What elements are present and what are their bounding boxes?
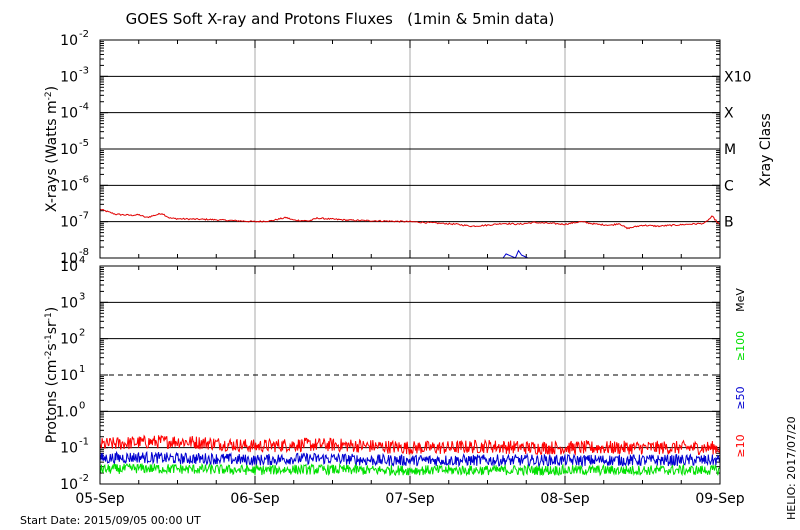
chart-title: GOES Soft X-ray and Protons Fluxes (1min… bbox=[126, 10, 555, 28]
y-axis-label: X-rays (Watts m-2) bbox=[44, 86, 60, 212]
x-tick-label: 07-Sep bbox=[385, 491, 434, 507]
y-tick-exponent: 2 bbox=[79, 328, 85, 339]
y-tick-label: 10 bbox=[60, 215, 78, 231]
y-tick-exponent: -2 bbox=[79, 29, 89, 40]
xray-class-label: B bbox=[724, 215, 734, 231]
legend-series-2: ≥100 bbox=[734, 331, 747, 361]
xray-short-series bbox=[502, 249, 529, 259]
y-tick-exponent: -6 bbox=[79, 174, 89, 185]
xray-long-series bbox=[99, 208, 721, 230]
xray-class-label: M bbox=[724, 142, 736, 158]
y-tick-exponent: -2 bbox=[79, 473, 89, 484]
xray-class-label: X10 bbox=[724, 69, 751, 85]
start-date-label: Start Date: 2015/09/05 00:00 UT bbox=[20, 514, 201, 527]
y-tick-exponent: 3 bbox=[79, 291, 85, 302]
y-tick-exponent: -1 bbox=[79, 437, 89, 448]
plot-frame bbox=[99, 265, 721, 485]
y-axis-label: Protons (cm-2s-1sr-1) bbox=[44, 307, 60, 443]
y-tick-label: 10 bbox=[60, 178, 78, 194]
y-tick-label: 10 bbox=[60, 477, 78, 493]
y-tick-label: 10 bbox=[60, 259, 78, 275]
xray-class-label: X bbox=[724, 106, 734, 122]
y-tick-exponent: 1 bbox=[79, 364, 85, 375]
x-tick-label: 05-Sep bbox=[75, 491, 124, 507]
xray-panel: 10-210-310-410-510-610-710 -8X-rays (Watt… bbox=[44, 29, 774, 267]
y-tick-label: 10 bbox=[60, 295, 78, 311]
y-tick-exponent: -7 bbox=[79, 211, 89, 222]
proton-series-2 bbox=[99, 462, 721, 477]
xray-class-axis-label: Xray Class bbox=[758, 113, 774, 187]
plot-frame bbox=[99, 39, 721, 259]
legend-series-0: ≥10 bbox=[734, 434, 747, 457]
y-tick-label: 10 bbox=[60, 106, 78, 122]
y-tick-exponent: 0 bbox=[79, 400, 85, 411]
proton-series-0 bbox=[99, 434, 721, 456]
legend-series-1: ≥50 bbox=[734, 386, 747, 409]
credit-label: HELIO: 2017/07/20 bbox=[785, 416, 798, 520]
proton-series-1 bbox=[99, 450, 721, 468]
y-tick-label: 10 bbox=[60, 33, 78, 49]
y-tick-exponent: -8 bbox=[79, 247, 89, 258]
y-tick-label: 1.0 bbox=[56, 404, 78, 420]
y-tick-exponent: 4 bbox=[79, 255, 85, 266]
xray-class-label: C bbox=[724, 178, 734, 194]
y-tick-label: 10 bbox=[60, 142, 78, 158]
x-tick-label: 09-Sep bbox=[695, 491, 744, 507]
energy-unit-label: MeV bbox=[734, 288, 747, 312]
y-tick-exponent: -4 bbox=[79, 102, 89, 113]
y-tick-label: 10 bbox=[60, 251, 78, 267]
x-tick-label: 08-Sep bbox=[540, 491, 589, 507]
y-tick-label: 10 bbox=[60, 69, 78, 85]
x-tick-label: 06-Sep bbox=[230, 491, 279, 507]
y-tick-label: 10 bbox=[60, 332, 78, 348]
y-tick-exponent: -3 bbox=[79, 65, 89, 76]
y-tick-exponent: -5 bbox=[79, 138, 89, 149]
y-tick-label: 10 bbox=[60, 441, 78, 457]
y-tick-label: 10 bbox=[60, 368, 78, 384]
